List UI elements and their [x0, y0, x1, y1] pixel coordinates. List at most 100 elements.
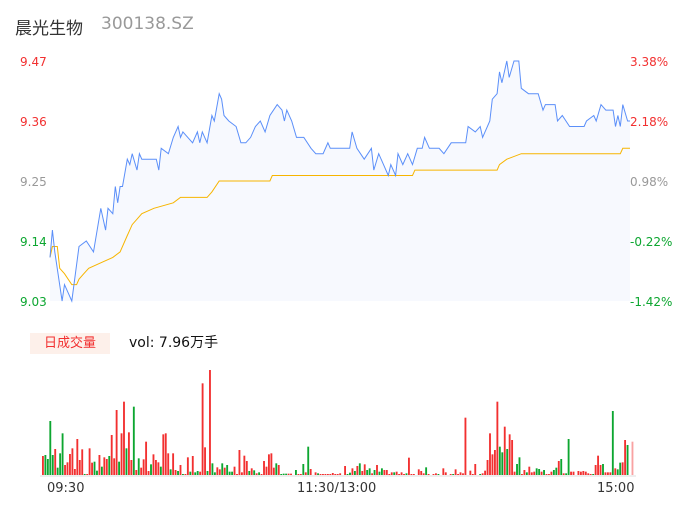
- volume-bar: [535, 468, 538, 475]
- volume-bar: [442, 468, 445, 475]
- volume-bar: [98, 455, 101, 475]
- volume-bar: [631, 441, 634, 475]
- volume-bar: [162, 434, 165, 475]
- pct-label-2: 0.98%: [630, 175, 669, 189]
- volume-bar: [403, 474, 405, 475]
- volume-bar: [245, 461, 248, 475]
- volume-bar: [550, 471, 553, 475]
- volume-bar: [388, 474, 391, 475]
- volume-bar: [285, 473, 288, 475]
- volume-bar: [452, 474, 455, 475]
- volume-bar: [540, 471, 543, 475]
- volume-bar: [167, 453, 170, 475]
- volume-bar: [226, 465, 229, 475]
- volume-bar: [577, 471, 580, 475]
- price-area: [50, 61, 630, 301]
- volume-bar: [521, 474, 523, 475]
- volume-bar: [469, 470, 472, 475]
- volume-tab[interactable]: 日成交量: [30, 333, 110, 354]
- price-label-2: 9.25: [20, 175, 47, 189]
- volume-bar: [189, 471, 192, 475]
- volume-bar: [602, 464, 604, 475]
- volume-bar: [496, 401, 499, 475]
- volume-bar: [432, 474, 435, 475]
- volume-bar: [51, 455, 54, 475]
- pct-label-3: -0.22%: [630, 235, 673, 249]
- volume-bar: [506, 449, 509, 475]
- volume-bar: [336, 474, 339, 475]
- volume-bar: [457, 474, 459, 475]
- price-label-4: 9.03: [20, 295, 47, 309]
- volume-bar: [366, 470, 369, 475]
- volume-bar: [299, 474, 302, 475]
- volume-bar: [93, 461, 96, 475]
- volume-bar: [501, 452, 504, 475]
- volume-bar: [314, 472, 317, 475]
- volume-bar: [567, 439, 570, 475]
- volume-bar: [459, 472, 462, 475]
- volume-bar: [49, 421, 52, 475]
- volume-bar: [263, 461, 265, 475]
- volume-bar: [221, 463, 224, 475]
- volume-bar: [408, 457, 410, 475]
- volume-bar: [44, 455, 47, 475]
- volume-bar: [71, 448, 74, 475]
- volume-bar: [555, 467, 558, 475]
- volume-bar: [346, 474, 349, 475]
- volume-bar: [199, 471, 202, 475]
- volume-bar: [155, 460, 157, 475]
- volume-bar: [552, 470, 555, 475]
- volume-bar: [267, 454, 270, 475]
- volume-bar: [223, 467, 226, 475]
- volume-bar: [353, 471, 356, 475]
- volume-bar: [201, 383, 204, 475]
- volume-bar: [322, 474, 324, 475]
- volume-bar: [410, 474, 413, 475]
- volume-bar: [349, 472, 351, 475]
- volume-bar: [562, 473, 565, 475]
- volume-bar: [361, 471, 364, 475]
- volume-bar: [277, 465, 280, 475]
- volume-bar: [64, 465, 66, 475]
- price-label-0: 9.47: [20, 55, 47, 69]
- volume-bar: [218, 469, 221, 475]
- volume-bar: [96, 470, 98, 475]
- volume-bar: [236, 474, 238, 475]
- volume-bar: [604, 472, 607, 475]
- volume-bar: [177, 471, 179, 475]
- volume-bar: [363, 464, 366, 475]
- volume-bar: [59, 453, 62, 475]
- volume-bar: [302, 464, 305, 475]
- volume-bar: [140, 467, 143, 475]
- volume-bar: [378, 471, 381, 475]
- volume-bar: [351, 468, 354, 475]
- volume-bar: [368, 468, 371, 475]
- volume-bar: [145, 441, 148, 475]
- volume-bar: [560, 459, 563, 475]
- volume-bar: [606, 472, 609, 475]
- volume-bar: [317, 473, 319, 475]
- volume-bar: [125, 448, 128, 475]
- volume-bar: [331, 473, 334, 475]
- volume-bar: [405, 473, 408, 475]
- volume-bar: [400, 472, 403, 475]
- volume-bar: [597, 455, 600, 475]
- volume-bar: [393, 472, 396, 475]
- volume-bar: [545, 474, 548, 475]
- price-line: [49, 60, 630, 303]
- volume-bar: [76, 439, 79, 475]
- volume-bar: [206, 471, 209, 475]
- volume-bar: [196, 471, 199, 475]
- volume-bar: [594, 465, 597, 475]
- volume-bar: [437, 474, 440, 475]
- volume-bar: [493, 450, 496, 475]
- volume-bar: [194, 472, 197, 475]
- time-label-close: 15:00: [597, 481, 635, 496]
- volume-bar: [56, 467, 59, 475]
- volume-bars: [42, 370, 634, 475]
- volume-bar: [339, 473, 342, 475]
- volume-bar: [78, 460, 81, 475]
- volume-bar: [255, 473, 258, 475]
- volume-bar: [516, 464, 518, 475]
- volume-bar: [231, 471, 234, 475]
